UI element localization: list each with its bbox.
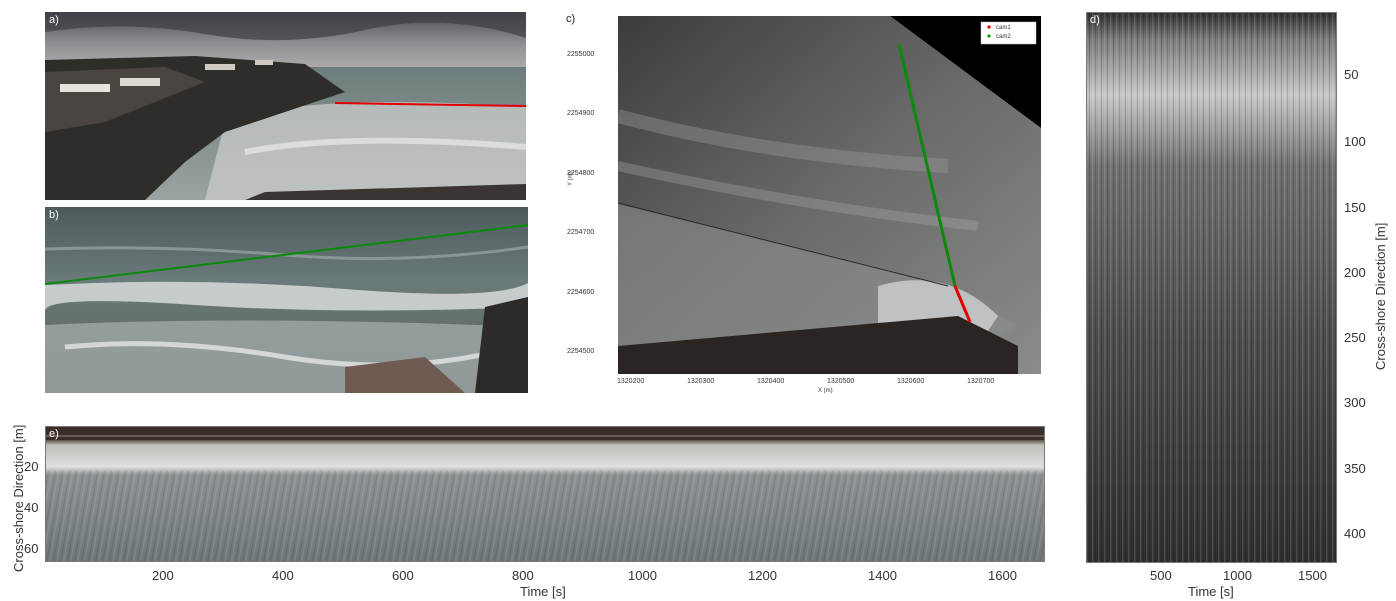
d-xlabel: Time [s]	[1188, 584, 1234, 599]
legend-cam2-marker	[987, 34, 991, 38]
panel-d-image	[1086, 12, 1337, 563]
c-xtick: 1320400	[757, 378, 785, 385]
d-ytick: 300	[1344, 395, 1366, 410]
e-xtick: 600	[392, 568, 414, 583]
e-ytick: 20	[24, 459, 39, 474]
d-xtick: 500	[1150, 568, 1172, 583]
panel-e-frame	[45, 426, 1045, 562]
c-ylabel: Y (m)	[568, 171, 574, 186]
cam2-line	[897, 43, 957, 287]
d-ytick: 200	[1344, 265, 1366, 280]
d-ylabel: Cross-shore Direction [m]	[1373, 222, 1388, 370]
panel-c-label: c)	[566, 13, 576, 25]
c-ytick: 2254900	[567, 110, 595, 117]
c-xlabel: X (m)	[818, 388, 833, 394]
e-xtick: 200	[152, 568, 174, 583]
cam1-line	[953, 285, 972, 323]
c-ytick: 2255000	[567, 51, 595, 58]
e-ytick: 60	[24, 541, 39, 556]
e-xtick: 1200	[748, 568, 777, 583]
c-xtick: 1320300	[687, 378, 715, 385]
c-xtick: 1320500	[827, 378, 855, 385]
c-ytick: 2254500	[567, 348, 595, 355]
e-xtick: 1000	[628, 568, 657, 583]
legend-cam1-label: cam1	[996, 25, 1011, 31]
e-ytick: 40	[24, 500, 39, 515]
c-ytick: 2254600	[567, 289, 595, 296]
d-ytick: 250	[1344, 330, 1366, 345]
legend-cam2-label: cam2	[996, 34, 1011, 40]
e-xtick: 800	[512, 568, 534, 583]
cam1-transect-line	[334, 102, 526, 107]
panel-c-map: cam1 cam2	[618, 16, 1041, 374]
panel-e-image	[45, 426, 1045, 562]
legend-box	[980, 21, 1037, 45]
d-ytick: 400	[1344, 526, 1366, 541]
d-ytick: 100	[1344, 134, 1366, 149]
d-ytick: 50	[1344, 67, 1359, 82]
panel-b-label: b)	[49, 209, 59, 221]
c-xtick: 1320700	[967, 378, 995, 385]
c-xtick: 1320600	[897, 378, 925, 385]
legend-cam1-marker	[987, 25, 991, 29]
e-xtick: 400	[272, 568, 294, 583]
panel-e-label: e)	[49, 428, 59, 440]
e-xtick: 1600	[988, 568, 1017, 583]
panel-b-image	[45, 207, 528, 393]
panel-b-photo: b)	[45, 207, 528, 393]
panel-c-image: cam1 cam2	[618, 16, 1041, 374]
panel-a-image	[45, 12, 526, 200]
d-ytick: 150	[1344, 200, 1366, 215]
panel-a-label: a)	[49, 14, 59, 26]
cam2-transect-line	[45, 224, 528, 285]
d-xtick: 1000	[1223, 568, 1252, 583]
panel-a-photo: a)	[45, 12, 526, 200]
panel-d-frame	[1086, 12, 1337, 563]
d-xtick: 1500	[1298, 568, 1327, 583]
panel-d-label: d)	[1090, 14, 1100, 26]
e-xtick: 1400	[868, 568, 897, 583]
c-ytick: 2254800	[567, 170, 595, 177]
e-ylabel: Cross-shore Direction [m]	[11, 424, 26, 572]
panel-d-timestack: d)	[1086, 12, 1337, 563]
e-xlabel: Time [s]	[520, 584, 566, 599]
d-ytick: 350	[1344, 461, 1366, 476]
c-ytick: 2254700	[567, 229, 595, 236]
c-xtick: 1320200	[617, 378, 645, 385]
panel-e-timestack: e)	[45, 426, 1045, 562]
